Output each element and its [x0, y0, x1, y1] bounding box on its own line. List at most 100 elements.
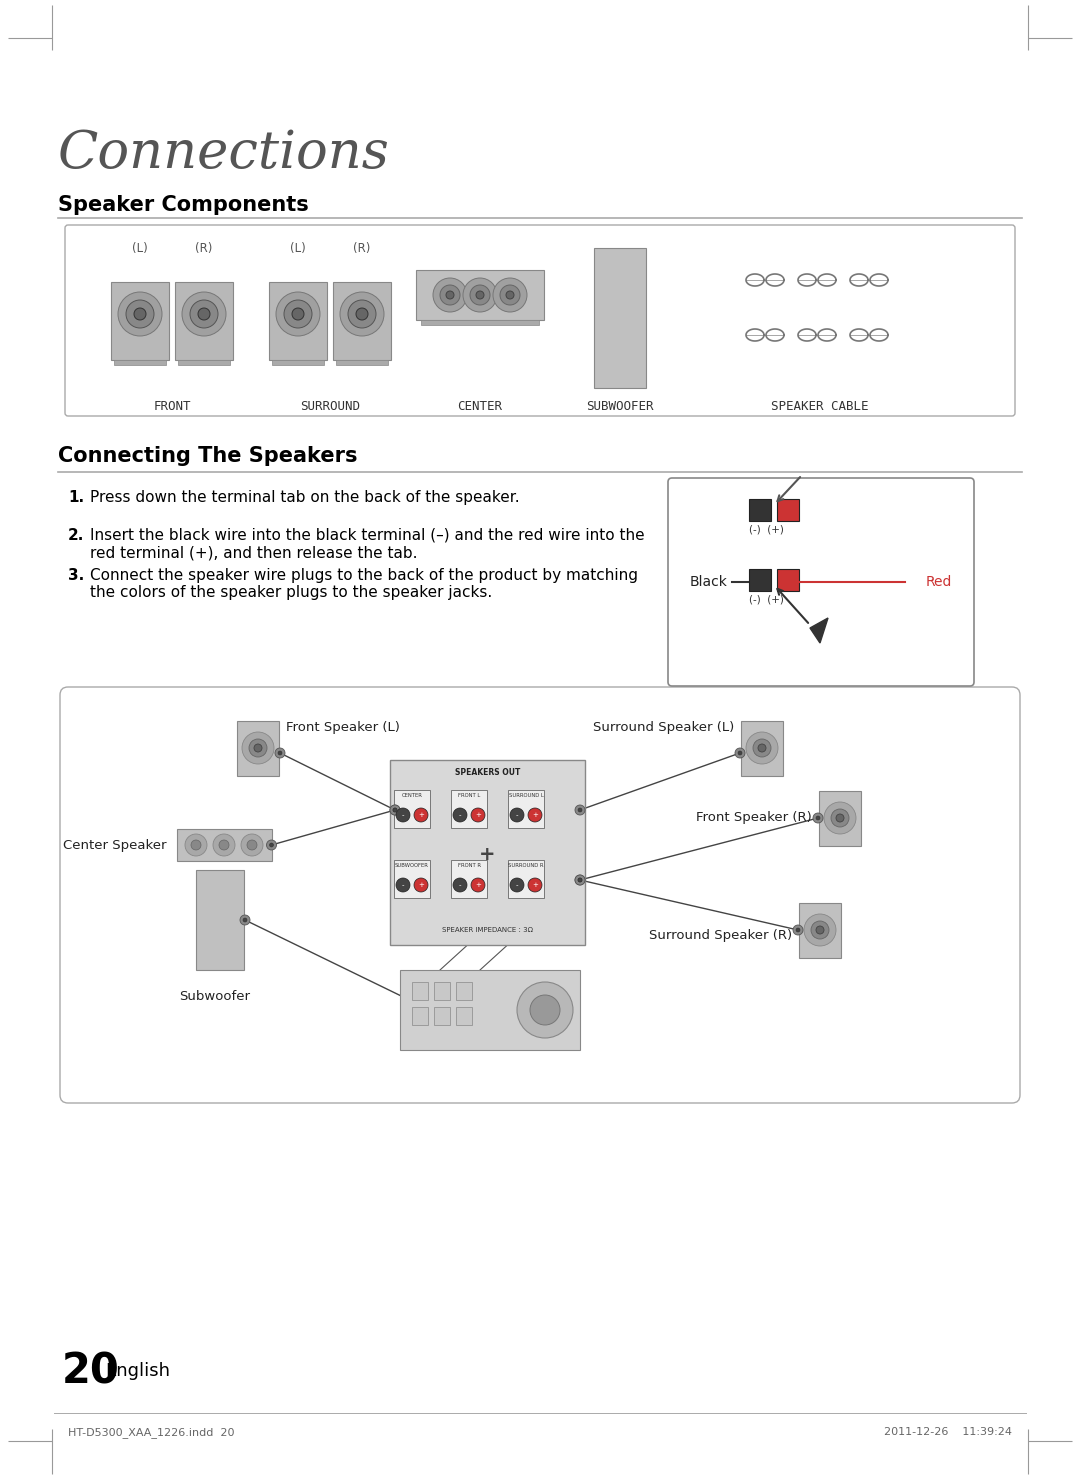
Bar [451, 859, 487, 898]
Circle shape [219, 840, 229, 850]
Circle shape [414, 879, 428, 892]
Text: Front Speaker (L): Front Speaker (L) [286, 722, 400, 735]
Circle shape [575, 805, 585, 815]
Circle shape [507, 291, 514, 299]
Circle shape [390, 805, 400, 815]
Circle shape [254, 744, 262, 751]
Circle shape [393, 808, 397, 812]
Bar [411, 1007, 428, 1025]
Circle shape [340, 291, 384, 336]
Circle shape [753, 740, 771, 757]
Circle shape [824, 802, 856, 834]
Text: FRONT L: FRONT L [458, 793, 481, 799]
Bar [456, 1007, 472, 1025]
Circle shape [471, 808, 485, 822]
Bar [176, 830, 271, 861]
Bar [508, 790, 544, 828]
Circle shape [249, 740, 267, 757]
FancyBboxPatch shape [60, 688, 1020, 1103]
Circle shape [528, 808, 542, 822]
Circle shape [191, 840, 201, 850]
Text: 2011-12-26    11:39:24: 2011-12-26 11:39:24 [885, 1427, 1012, 1438]
Circle shape [118, 291, 162, 336]
Circle shape [440, 285, 460, 305]
Circle shape [746, 732, 778, 765]
Bar [411, 982, 428, 1000]
Text: -: - [516, 812, 518, 818]
Circle shape [796, 927, 800, 932]
Circle shape [390, 805, 400, 815]
Bar [111, 282, 168, 359]
Circle shape [247, 840, 257, 850]
Circle shape [241, 834, 264, 856]
Circle shape [500, 285, 519, 305]
Text: +: + [475, 881, 481, 887]
Text: Insert the black wire into the black terminal (–) and the red wire into the
red : Insert the black wire into the black ter… [90, 528, 645, 561]
Circle shape [510, 808, 524, 822]
Text: -: - [459, 812, 461, 818]
Text: 1.: 1. [68, 490, 84, 504]
Text: (R): (R) [353, 243, 370, 254]
Bar [750, 498, 771, 521]
Text: +: + [475, 812, 481, 818]
Bar [451, 790, 487, 828]
Circle shape [453, 808, 467, 822]
Text: -: - [459, 881, 461, 887]
Circle shape [470, 285, 490, 305]
Text: SURROUND L: SURROUND L [509, 793, 543, 799]
Bar [434, 982, 450, 1000]
Circle shape [284, 300, 312, 328]
Bar [394, 859, 430, 898]
Text: 20: 20 [62, 1350, 120, 1392]
Circle shape [804, 914, 836, 947]
Text: (L): (L) [132, 243, 148, 254]
Bar [333, 282, 391, 359]
Text: Surround Speaker (R): Surround Speaker (R) [649, 929, 792, 942]
Circle shape [190, 300, 218, 328]
Circle shape [738, 751, 742, 754]
Bar [799, 902, 841, 957]
Text: +: + [532, 812, 538, 818]
Bar [456, 982, 472, 1000]
Circle shape [243, 918, 247, 921]
Bar [400, 970, 580, 1050]
Circle shape [793, 924, 804, 935]
Text: FRONT R: FRONT R [458, 864, 481, 868]
Text: Center Speaker: Center Speaker [63, 839, 166, 852]
FancyBboxPatch shape [65, 225, 1015, 416]
Bar [390, 760, 585, 945]
Circle shape [292, 308, 303, 319]
Circle shape [578, 879, 582, 881]
Text: Subwoofer: Subwoofer [179, 989, 251, 1003]
Bar [178, 359, 230, 365]
Text: (R): (R) [195, 243, 213, 254]
Circle shape [348, 300, 376, 328]
Text: Press down the terminal tab on the back of the speaker.: Press down the terminal tab on the back … [90, 490, 519, 504]
Circle shape [517, 982, 573, 1038]
Bar [508, 859, 544, 898]
Text: Red: Red [926, 575, 951, 589]
Text: SUBWOOFER: SUBWOOFER [395, 864, 429, 868]
Circle shape [393, 808, 397, 812]
Circle shape [267, 840, 276, 850]
Bar [195, 870, 244, 970]
Bar [594, 248, 646, 387]
Bar [421, 319, 539, 325]
Circle shape [575, 876, 585, 884]
Text: CENTER: CENTER [402, 793, 422, 799]
Circle shape [453, 879, 467, 892]
Bar [175, 282, 233, 359]
Text: Connections: Connections [58, 129, 390, 179]
Text: SURROUND: SURROUND [300, 399, 360, 413]
Text: (L): (L) [291, 243, 306, 254]
Circle shape [433, 278, 467, 312]
Circle shape [575, 876, 585, 884]
Circle shape [811, 921, 829, 939]
Circle shape [578, 879, 582, 881]
Bar [237, 720, 279, 775]
Text: SUBWOOFER: SUBWOOFER [586, 399, 653, 413]
Text: -: - [516, 881, 518, 887]
Circle shape [356, 308, 368, 319]
Bar [777, 569, 799, 592]
Text: (-)  (+): (-) (+) [750, 595, 784, 603]
